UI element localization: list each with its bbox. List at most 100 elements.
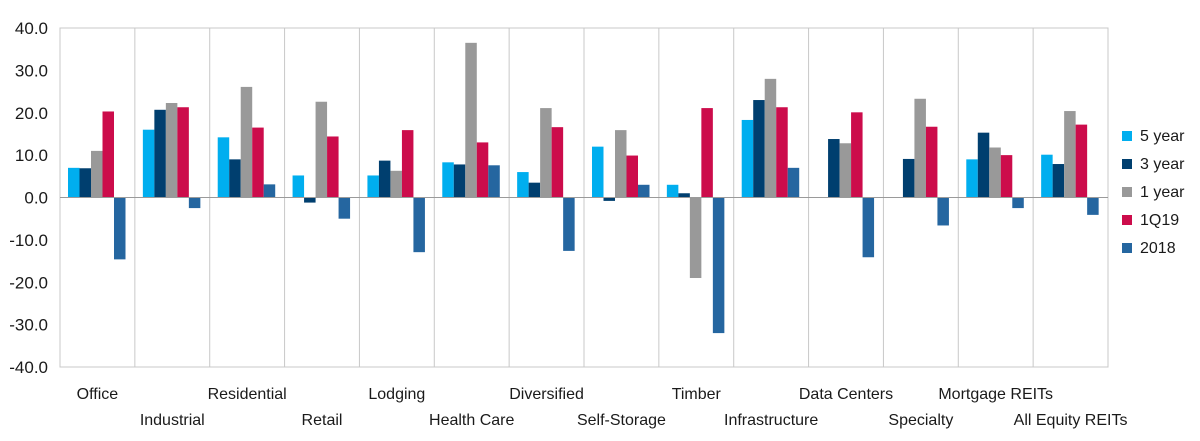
bar	[776, 107, 788, 198]
legend-entry: 2018	[1140, 240, 1176, 257]
bar	[68, 167, 80, 198]
legend-swatch	[1122, 243, 1132, 253]
y-tick-label: -30.0	[9, 316, 48, 335]
bar	[79, 168, 91, 198]
bar	[1000, 155, 1013, 198]
bar	[142, 129, 155, 198]
bar	[304, 197, 316, 203]
bar	[488, 165, 500, 198]
bar	[367, 175, 379, 198]
y-tick-label: -40.0	[9, 358, 48, 377]
bar	[764, 78, 777, 198]
bar	[229, 159, 241, 198]
bar	[741, 119, 754, 198]
bar	[592, 146, 604, 198]
bar	[338, 197, 351, 219]
bar	[465, 42, 477, 198]
x-category-label: Self-Storage	[577, 412, 666, 429]
bar	[114, 197, 126, 260]
bar	[638, 184, 650, 198]
bar	[102, 111, 114, 198]
bar	[626, 155, 638, 198]
x-category-label: All Equity REITs	[1014, 412, 1128, 429]
legend-entry: 1Q19	[1140, 212, 1179, 229]
x-category-label: Infrastructure	[724, 412, 818, 429]
bar	[989, 147, 1001, 198]
bar	[689, 197, 702, 279]
bar	[839, 143, 852, 198]
x-category-label: Data Centers	[799, 386, 893, 403]
bar	[252, 127, 264, 198]
bar	[188, 197, 201, 209]
bar	[914, 98, 926, 198]
legend-swatch	[1122, 131, 1132, 141]
bar	[154, 109, 166, 198]
legend-entry: 3 year	[1140, 156, 1185, 173]
x-category-label: Mortgage REITs	[938, 386, 1053, 403]
y-tick-label: 10.0	[15, 146, 48, 165]
bar	[828, 139, 840, 198]
bar	[787, 167, 800, 198]
bar	[1064, 111, 1076, 198]
bar	[378, 160, 391, 198]
legend-swatch	[1122, 187, 1132, 197]
bar	[966, 159, 978, 198]
bar	[1075, 124, 1088, 198]
bar	[401, 130, 414, 198]
y-tick-label: 0.0	[24, 189, 48, 208]
bar	[177, 107, 189, 198]
bar	[442, 162, 454, 198]
x-category-label: Health Care	[429, 412, 514, 429]
y-tick-label: 20.0	[15, 104, 48, 123]
bar	[1041, 154, 1053, 198]
y-tick-label: -20.0	[9, 273, 48, 292]
bar	[390, 170, 402, 198]
legend-swatch	[1122, 215, 1132, 225]
bar	[925, 126, 938, 198]
legend-swatch	[1122, 159, 1132, 169]
y-tick-label: -10.0	[9, 231, 48, 250]
bar	[753, 100, 765, 198]
bar	[1087, 197, 1099, 215]
bar	[476, 142, 489, 198]
bar	[678, 193, 690, 198]
y-tick-label: 40.0	[15, 19, 48, 38]
bar	[615, 130, 627, 198]
x-category-label: Diversified	[509, 386, 584, 403]
bar	[263, 184, 276, 198]
bar	[862, 197, 875, 258]
bar	[977, 132, 990, 198]
bar	[91, 150, 103, 198]
bar	[551, 127, 564, 198]
bar	[666, 184, 679, 198]
bar	[292, 175, 305, 198]
x-category-label: Retail	[302, 412, 343, 429]
bar	[902, 158, 915, 198]
x-category-label: Office	[77, 386, 119, 403]
x-category-label: Specialty	[888, 412, 953, 429]
legend-entry: 5 year	[1140, 128, 1185, 145]
x-category-label: Lodging	[368, 386, 425, 403]
bar	[1012, 197, 1024, 209]
bar	[603, 197, 615, 201]
bar	[1052, 164, 1065, 198]
bar	[540, 108, 552, 198]
bar	[517, 172, 529, 198]
bar	[453, 164, 466, 198]
bar	[528, 182, 541, 198]
bar	[413, 197, 425, 253]
bar	[315, 101, 328, 198]
bar	[327, 136, 339, 198]
x-category-label: Timber	[672, 386, 722, 403]
bar	[165, 103, 178, 198]
bar	[240, 86, 253, 198]
x-category-label: Residential	[208, 386, 287, 403]
bar	[217, 137, 230, 198]
legend-entry: 1 year	[1140, 184, 1185, 201]
bar	[851, 112, 863, 198]
y-tick-label: 30.0	[15, 61, 48, 80]
bar	[712, 197, 725, 334]
bar	[563, 197, 575, 251]
